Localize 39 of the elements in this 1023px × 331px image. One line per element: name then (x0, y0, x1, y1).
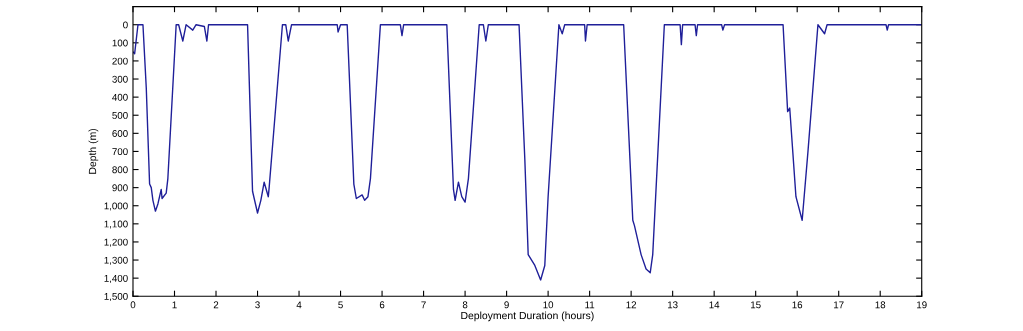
x-tick-label: 18 (875, 301, 886, 309)
y-tick-label: 800 (112, 166, 128, 174)
y-tick-label: 1,500 (104, 292, 128, 302)
x-tick-label: 15 (751, 301, 761, 309)
x-tick-label: 1 (172, 301, 177, 309)
line-series (132, 24, 922, 281)
x-tick-label: 3 (255, 301, 260, 309)
x-tick-label: 11 (585, 301, 595, 309)
y-axis-title: Depth (m) (88, 128, 99, 174)
x-axis-title: Deployment Duration (hours) (461, 311, 594, 322)
x-tick-label: 10 (543, 301, 554, 309)
y-tick-label: 900 (112, 184, 128, 192)
x-tick-label: 2 (213, 301, 219, 309)
x-tick-label: 19 (917, 301, 927, 309)
y-tick-label: 100 (112, 39, 128, 47)
x-tick-label: 12 (626, 301, 637, 309)
y-tick-label: 1,200 (104, 238, 128, 247)
y-tick-label: 1,300 (104, 256, 128, 265)
x-tick-label: 0 (130, 301, 136, 309)
x-tick-label: 8 (462, 301, 468, 309)
y-tick-label: 300 (112, 75, 128, 83)
y-tick-label: 600 (112, 130, 128, 137)
y-tick-label: 500 (112, 111, 128, 119)
x-tick-label: 16 (792, 301, 803, 309)
x-tick-label: 5 (338, 301, 343, 309)
x-tick-label: 14 (709, 301, 720, 309)
y-tick-label: 400 (112, 93, 128, 101)
y-tick-label: 1,100 (104, 220, 128, 229)
x-tick-label: 4 (296, 301, 302, 309)
x-tick-label: 9 (504, 301, 509, 309)
y-tick-label: 1,400 (104, 274, 128, 283)
x-tick-label: 13 (667, 301, 678, 309)
x-tick-label: 6 (379, 301, 385, 309)
x-tick-label: 7 (421, 301, 426, 309)
y-tick-label: 0 (123, 21, 128, 29)
y-tick-label: 1,000 (104, 202, 128, 211)
y-tick-label: 700 (112, 148, 128, 156)
x-tick-label: 17 (834, 301, 844, 309)
y-tick-label: 200 (112, 57, 128, 65)
